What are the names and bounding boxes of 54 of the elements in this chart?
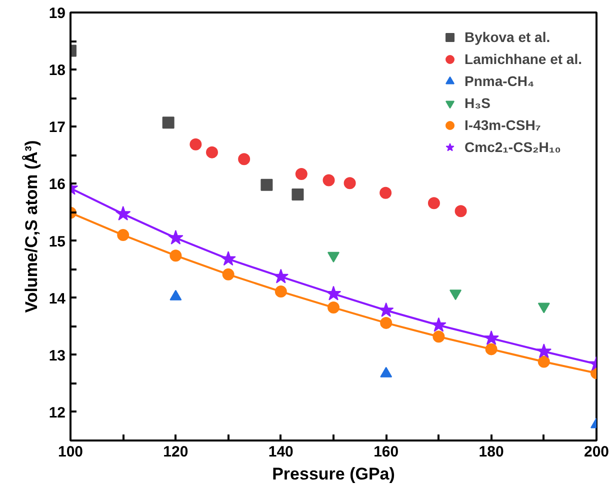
y-tick-label: 19 [48, 5, 66, 22]
x-tick-label: 120 [163, 444, 188, 460]
y-tick-label: 14 [48, 290, 66, 308]
y-tick-label: 17 [48, 119, 66, 136]
y-axis-title: Volume/C,S atom (Å³) [22, 140, 41, 313]
x-axis-title: Pressure (GPa) [272, 464, 395, 484]
x-tick-label: 200 [584, 444, 610, 460]
point [328, 302, 340, 314]
y-tick-label: 12 [48, 404, 66, 422]
x-tick-label: 140 [268, 444, 294, 460]
point [170, 250, 182, 262]
point [238, 153, 250, 166]
point [485, 343, 498, 356]
point [431, 317, 446, 332]
point [295, 168, 308, 180]
point [170, 290, 182, 300]
legend-label: Cmc2₁-CS₂H₁₀ [464, 138, 561, 157]
legend-label: Lamichhane et al. [464, 50, 582, 69]
point [380, 316, 392, 329]
y-tick-label: 13 [48, 347, 66, 364]
point [168, 230, 184, 244]
point [260, 178, 273, 191]
y-tick-label: 18 [48, 62, 66, 80]
x-tick-label: 160 [374, 444, 399, 460]
legend-label: H₃S [464, 94, 490, 113]
legend-label: Pnma-CH₄ [464, 72, 534, 91]
legend-label: I-43m-CSH₇ [464, 116, 541, 135]
point [432, 330, 445, 343]
point [322, 174, 335, 186]
point [117, 229, 130, 242]
legend-label: Bykova et al. [464, 28, 550, 47]
point [378, 302, 394, 317]
point [222, 268, 234, 280]
point [220, 251, 236, 266]
y-tick-label: 15 [48, 233, 66, 250]
x-tick-label: 100 [58, 444, 84, 460]
point [380, 186, 392, 199]
point [274, 286, 287, 298]
point [292, 188, 304, 201]
point [115, 206, 131, 221]
point [536, 343, 552, 358]
point [326, 286, 342, 300]
point [484, 330, 499, 345]
point [428, 197, 440, 210]
point [162, 116, 174, 129]
point [380, 366, 392, 378]
point [344, 177, 356, 190]
y-tick-label: 16 [48, 176, 66, 194]
point [454, 205, 467, 218]
point [206, 146, 218, 158]
point [190, 138, 202, 150]
point [273, 268, 289, 284]
x-tick-label: 180 [478, 444, 504, 460]
point [538, 356, 550, 368]
